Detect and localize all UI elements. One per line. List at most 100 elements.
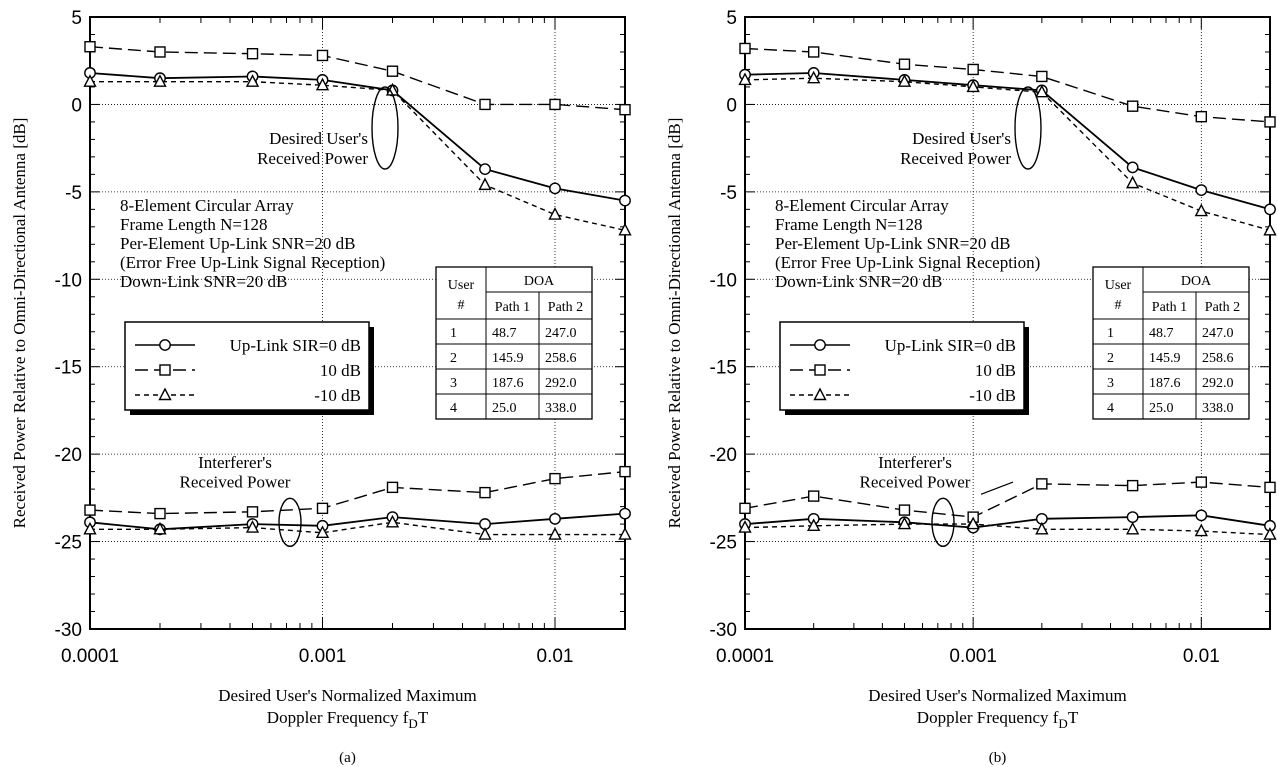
data-point-interferer-square	[1126, 479, 1139, 492]
legend-label: Up-Link SIR=0 dB	[230, 336, 361, 355]
condition-text: Per-Element Up-Link SNR=20 dB	[775, 234, 1010, 253]
condition-text: 8-Element Circular Array	[775, 196, 949, 215]
doa-table-user-header: User	[1105, 278, 1132, 293]
desired-annotation-line1: Desired User's	[269, 129, 368, 148]
y-tick-label: -25	[55, 533, 82, 554]
series-line-interferer-circle	[744, 514, 1271, 529]
x-axis-label-main: Doppler Frequency f	[267, 708, 409, 727]
interferer-annotation-line1: Interferer's	[878, 453, 952, 472]
y-tick-label: 5	[71, 8, 82, 29]
data-point-desired-square	[549, 98, 561, 111]
y-tick-label: -20	[710, 445, 737, 466]
y-tick-label: -15	[710, 358, 737, 379]
interferer-leader-line	[980, 481, 1014, 495]
data-point-interferer-circle	[1195, 509, 1208, 522]
doa-table-cell: 258.6	[545, 351, 577, 366]
data-point-desired-triangle	[738, 72, 752, 86]
legend-label: Up-Link SIR=0 dB	[885, 336, 1016, 355]
condition-text: Per-Element Up-Link SNR=20 dB	[120, 234, 355, 253]
series-line-desired-square	[744, 47, 1271, 123]
y-axis-label: Received Power Relative to Omni-Directio…	[665, 118, 684, 529]
legend-marker	[159, 339, 171, 351]
doa-table-user-header: #	[458, 298, 465, 313]
doa-table-cell: 292.0	[1202, 376, 1234, 391]
y-tick-label: -15	[55, 358, 82, 379]
y-tick-label: -20	[55, 445, 82, 466]
legend-marker	[813, 387, 827, 401]
data-point-desired-triangle	[548, 207, 562, 220]
data-point-interferer-triangle	[1194, 523, 1208, 537]
data-point-interferer-triangle	[245, 520, 260, 533]
data-point-desired-square	[84, 41, 96, 53]
x-axis-label-tail: T	[418, 708, 429, 727]
plot-frame	[89, 16, 626, 630]
doa-table-cell: 2	[1107, 351, 1114, 366]
data-point-desired-triangle	[1194, 203, 1208, 217]
condition-text: (Error Free Up-Link Signal Reception)	[120, 253, 385, 272]
x-axis-label-line1: Desired User's Normalized Maximum	[868, 686, 1126, 705]
data-point-interferer-square	[549, 472, 561, 485]
x-axis-label-line2: Doppler Frequency fDT	[267, 708, 429, 731]
chart-panel-a: 5 0 -5 -10 -15 -20 -25 -30 0.0001 0.001 0.01 Receiv…	[10, 8, 632, 766]
interferer-annotation-line1: Interferer's	[198, 453, 272, 472]
data-point-desired-circle	[479, 163, 491, 176]
data-point-desired-circle	[1264, 203, 1276, 216]
interferer-annotation-line2: Received Power	[860, 472, 971, 491]
y-tick-label: -10	[710, 270, 737, 291]
data-point-interferer-triangle	[83, 521, 97, 535]
y-tick-label: -30	[710, 620, 737, 641]
doa-table-cell: 4	[1107, 401, 1114, 416]
data-point-desired-triangle	[1035, 84, 1049, 98]
data-point-interferer-square	[84, 504, 96, 516]
doa-table-cell: 258.6	[1202, 351, 1234, 366]
data-point-desired-triangle	[83, 74, 97, 87]
doa-table-cell: 25.0	[1149, 401, 1174, 416]
doa-table-cell: 145.9	[492, 351, 524, 366]
x-axis-label-subscript: D	[408, 716, 417, 731]
data-point-interferer-triangle	[1263, 527, 1277, 540]
legend-marker	[814, 364, 826, 376]
doa-table-cell: 145.9	[1149, 351, 1181, 366]
y-tick-label: -5	[65, 183, 82, 204]
data-point-interferer-triangle	[385, 514, 400, 528]
condition-text: Frame Length N=128	[120, 215, 267, 234]
series-line-interferer-triangle	[90, 521, 625, 536]
data-point-desired-square	[154, 46, 166, 58]
doa-table-cell: 1	[1107, 326, 1114, 341]
data-point-interferer-circle	[1126, 511, 1139, 523]
data-point-interferer-square	[1036, 478, 1048, 490]
panel-label: (b)	[989, 750, 1007, 766]
panel-label: (a)	[339, 750, 356, 766]
data-point-desired-triangle	[897, 74, 912, 87]
x-axis-label-tail: T	[1068, 708, 1079, 727]
doa-table-path-header: Path 1	[495, 300, 530, 315]
interferer-group-ellipse	[931, 497, 955, 548]
series-line-desired-square	[89, 46, 626, 111]
data-point-desired-square	[1126, 100, 1139, 112]
condition-text: (Error Free Up-Link Signal Reception)	[775, 253, 1040, 272]
condition-text: Frame Length N=128	[775, 215, 922, 234]
data-point-desired-square	[479, 98, 491, 111]
condition-text: 8-Element Circular Array	[120, 196, 294, 215]
y-tick-label: 0	[71, 95, 82, 116]
data-point-interferer-triangle	[315, 525, 330, 539]
data-point-interferer-square	[807, 490, 820, 502]
x-tick-label: 0.001	[299, 646, 347, 667]
x-tick-label: 0.0001	[716, 646, 774, 667]
data-point-desired-triangle	[315, 77, 330, 91]
data-point-desired-square	[1036, 70, 1048, 83]
data-point-desired-triangle	[1263, 222, 1277, 236]
data-point-interferer-square	[739, 502, 751, 515]
desired-annotation-line2: Received Power	[257, 149, 368, 168]
data-point-desired-square	[246, 48, 259, 60]
data-point-desired-square	[898, 58, 911, 70]
y-tick-label: -5	[720, 183, 737, 204]
legend-label: 10 dB	[320, 361, 361, 380]
legend-label: -10 dB	[314, 386, 361, 405]
data-point-desired-circle	[549, 182, 561, 195]
y-tick-label: 5	[726, 8, 737, 29]
data-point-desired-circle	[1195, 184, 1208, 197]
data-point-interferer-triangle	[1035, 521, 1049, 535]
y-tick-label: -10	[55, 270, 82, 291]
x-tick-label: 0.0001	[61, 646, 119, 667]
